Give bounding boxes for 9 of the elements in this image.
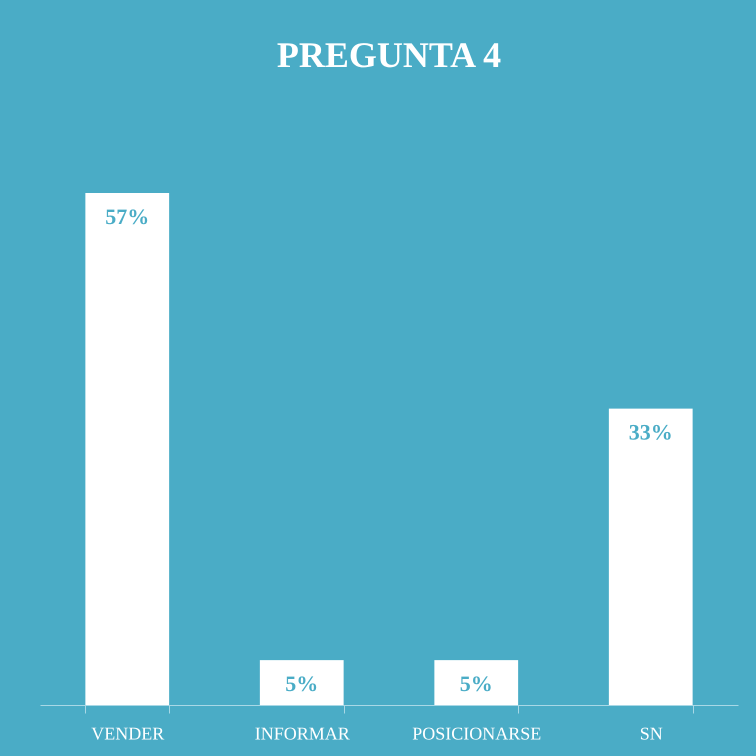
x-tick-label: SN xyxy=(640,724,663,744)
data-label: 5% xyxy=(285,671,318,696)
data-label: 33% xyxy=(628,420,673,445)
x-tick-label: POSICIONARSE xyxy=(412,724,542,744)
data-label: 57% xyxy=(105,204,150,229)
data-label: 5% xyxy=(460,671,493,696)
x-tick-label: INFORMAR xyxy=(254,724,350,744)
chart-title: PREGUNTA 4 xyxy=(276,35,502,75)
x-tick-label: VENDER xyxy=(91,724,164,744)
